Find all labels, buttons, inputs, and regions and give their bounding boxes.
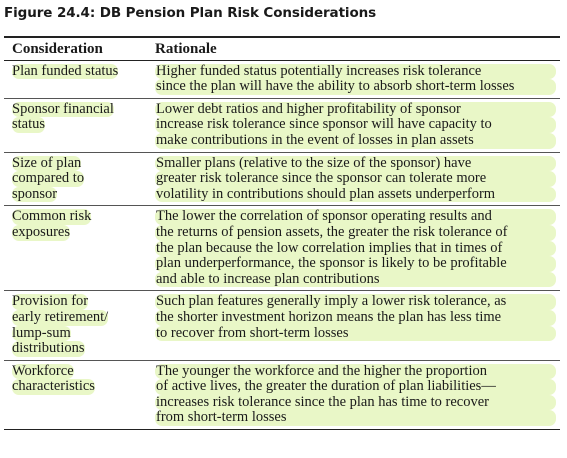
rationale-line: of active lives, the greater the duratio…: [155, 379, 556, 395]
rationale-line: The lower the correlation of sponsor ope…: [155, 209, 556, 225]
consideration-cell: Common risk exposures: [4, 205, 149, 292]
table-row: Provision for early retirement/ lump-sum…: [4, 290, 560, 361]
consideration-line: lump-sum: [12, 324, 71, 342]
rationale-line: increases risk tolerance since the plan …: [155, 394, 556, 411]
consideration-line: Provision for: [12, 293, 89, 310]
rationale-cell: The younger the workforce and the higher…: [149, 360, 560, 431]
rationale-line: the plan because the low correlation imp…: [155, 240, 556, 257]
rationale-cell: Higher funded status potentially increas…: [149, 60, 560, 99]
rationale-line: greater risk tolerance since the sponsor…: [155, 171, 556, 187]
consideration-line: characteristics: [12, 378, 95, 395]
rationale-line: the shorter investment horizon means the…: [155, 309, 556, 326]
consideration-cell: Plan funded status: [4, 60, 149, 99]
rationale-cell: Smaller plans (relative to the size of t…: [149, 152, 560, 207]
consideration-line: Workforce: [12, 362, 74, 380]
consideration-line: early retirement/: [12, 308, 109, 326]
rationale-line: The younger the workforce and the higher…: [155, 363, 556, 380]
rationale-line: to recover from short-term losses: [155, 325, 556, 342]
header-consideration: Consideration: [4, 35, 149, 61]
rationale-cell: The lower the correlation of sponsor ope…: [149, 205, 560, 292]
table-row: Sponsor financial status Lower debt rati…: [4, 98, 560, 153]
rationale-cell: Such plan features generally imply a low…: [149, 290, 560, 361]
risk-considerations-table: Consideration Rationale Plan funded stat…: [4, 35, 560, 431]
rationale-line: Smaller plans (relative to the size of t…: [155, 155, 556, 172]
rationale-line: the returns of pension assets, the great…: [155, 224, 556, 241]
rationale-line: from short-term losses: [155, 410, 556, 427]
table-row: Size of plan compared to sponsor Smaller…: [4, 152, 560, 207]
rationale-line: Such plan features generally imply a low…: [155, 294, 556, 310]
consideration-cell: Provision for early retirement/ lump-sum…: [4, 290, 149, 361]
consideration-line: Size of plan: [12, 154, 82, 172]
consideration-line: Sponsor financial: [12, 100, 114, 118]
rationale-line: and able to increase plan contributions: [155, 271, 556, 288]
table-row: Plan funded status Higher funded status …: [4, 60, 560, 99]
consideration-line: status: [12, 116, 46, 133]
rationale-line: make contributions in the event of losse…: [155, 132, 556, 149]
consideration-line: sponsor: [12, 185, 58, 203]
header-row: Consideration Rationale: [4, 35, 560, 61]
rationale-line: volatility in contributions should plan …: [155, 186, 556, 203]
consideration-line: distributions: [12, 340, 85, 357]
table-row: Common risk exposures The lower the corr…: [4, 205, 560, 292]
rationale-cell: Lower debt ratios and higher profitabili…: [149, 98, 560, 153]
header-rationale: Rationale: [149, 35, 560, 61]
consideration-cell: Size of plan compared to sponsor: [4, 152, 149, 207]
consideration-line: Common risk: [12, 208, 92, 225]
rationale-line: since the plan will have the ability to …: [155, 79, 556, 95]
consideration-line: exposures: [12, 223, 70, 241]
table-row: Workforce characteristics The younger th…: [4, 360, 560, 431]
rationale-line: Lower debt ratios and higher profitabili…: [155, 101, 556, 118]
rationale-line: Higher funded status potentially increas…: [155, 63, 556, 80]
consideration-cell: Workforce characteristics: [4, 360, 149, 431]
consideration-line: Plan funded status: [12, 62, 119, 80]
figure-title: Figure 24.4: DB Pension Plan Risk Consid…: [4, 5, 377, 21]
consideration-cell: Sponsor financial status: [4, 98, 149, 153]
rationale-line: plan underperformance, the sponsor is li…: [155, 256, 556, 272]
consideration-line: compared to: [12, 170, 85, 187]
rationale-line: increase risk tolerance since sponsor wi…: [155, 117, 556, 133]
